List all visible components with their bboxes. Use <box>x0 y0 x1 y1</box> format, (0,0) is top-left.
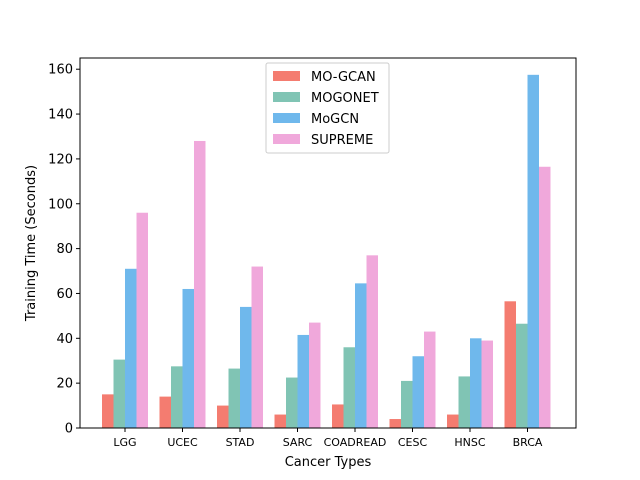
x-tick-label: STAD <box>226 436 255 449</box>
bar-mo-gcan-stad <box>217 405 229 428</box>
x-tick-label: HNSC <box>454 436 485 449</box>
bar-mogonet-lgg <box>113 359 125 428</box>
legend-swatch-mogcn <box>273 113 300 123</box>
bar-supreme-sarc <box>309 322 321 428</box>
bar-supreme-ucec <box>194 140 206 428</box>
legend-label-mo-gcan: MO-GCAN <box>311 70 376 85</box>
bar-supreme-hnsc <box>481 340 493 428</box>
bar-mogcn-hnsc <box>470 338 482 428</box>
legend-box <box>265 62 390 154</box>
y-axis-label: Training Time (Seconds) <box>24 165 39 322</box>
y-tick-label: 120 <box>48 152 73 167</box>
bar-mogonet-ucec <box>171 366 183 428</box>
y-tick-label: 60 <box>56 287 73 302</box>
bar-mogonet-coadread <box>343 347 355 428</box>
x-tick-label: BRCA <box>513 436 543 449</box>
x-axis: LGG UCEC STAD SARC COADREAD CESC HNSC BRCA <box>113 428 543 449</box>
y-tick-label: 0 <box>65 422 73 437</box>
y-tick-label: 40 <box>56 332 73 347</box>
bar-supreme-lgg <box>136 212 148 428</box>
y-tick-label: 140 <box>48 108 73 123</box>
legend-swatch-mo-gcan <box>273 71 300 81</box>
bar-mo-gcan-coadread <box>332 404 344 428</box>
bar-mogonet-cesc <box>401 380 413 428</box>
bar-mogcn-brca <box>527 74 539 428</box>
bar-supreme-brca <box>539 166 551 428</box>
legend-label-mogonet: MOGONET <box>311 91 379 106</box>
bar-mo-gcan-sarc <box>274 414 286 428</box>
bar-mogcn-sarc <box>297 334 309 428</box>
bar-mogcn-cesc <box>412 356 424 428</box>
bar-mogcn-stad <box>240 306 252 428</box>
bar-mogonet-brca <box>516 323 528 428</box>
x-tick-label: SARC <box>283 436 313 449</box>
x-tick-label: CESC <box>398 436 428 449</box>
bar-mo-gcan-hnsc <box>447 414 459 428</box>
bar-mogcn-lgg <box>125 268 137 428</box>
x-tick-label: UCEC <box>167 436 198 449</box>
legend-swatch-mogonet <box>273 92 300 102</box>
bar-mo-gcan-brca <box>504 301 516 428</box>
y-tick-label: 80 <box>56 242 73 257</box>
x-axis-label: Cancer Types <box>285 455 372 470</box>
bar-mogcn-coadread <box>355 283 367 428</box>
bar-mo-gcan-ucec <box>159 396 171 428</box>
legend: MO-GCAN MOGONET MoGCN SUPREME <box>265 62 390 154</box>
bar-mogonet-stad <box>228 368 240 428</box>
plot-frame <box>79 57 577 429</box>
y-axis: 0 20 40 60 80 100 120 140 160 <box>48 63 80 437</box>
x-tick-label: COADREAD <box>324 436 387 449</box>
bar-mo-gcan-lgg <box>102 394 114 428</box>
legend-label-mogcn: MoGCN <box>311 112 359 127</box>
bar-supreme-cesc <box>424 331 436 428</box>
bar-supreme-coadread <box>366 255 378 428</box>
bar-supreme-stad <box>251 266 263 428</box>
bar-mogonet-sarc <box>286 377 298 428</box>
legend-label-supreme: SUPREME <box>311 133 373 148</box>
y-tick-label: 20 <box>56 377 73 392</box>
bar-mogonet-hnsc <box>458 376 470 428</box>
y-tick-label: 100 <box>48 197 73 212</box>
y-tick-label: 160 <box>48 63 73 78</box>
bar-mogcn-ucec <box>182 288 194 428</box>
legend-swatch-supreme <box>273 134 300 144</box>
x-tick-label: LGG <box>113 436 136 449</box>
bars-layer <box>102 74 551 428</box>
bar-mo-gcan-cesc <box>389 419 401 428</box>
